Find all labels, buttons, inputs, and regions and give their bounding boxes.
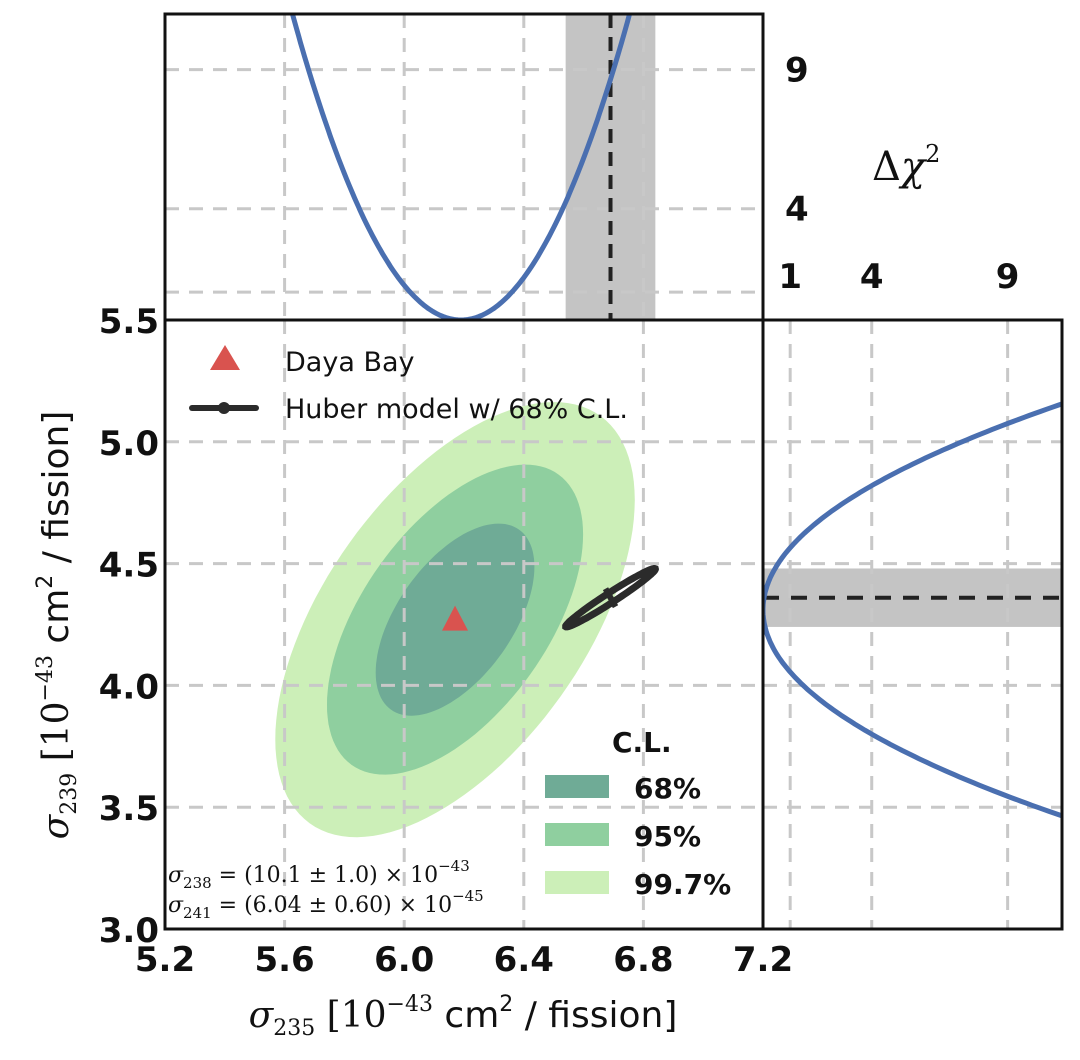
top-tick-label: 4 (785, 190, 809, 230)
y-tick-label: 4.0 (99, 667, 159, 707)
x-axis-label: σ235 [10−43 cm2 / fission] (249, 992, 678, 1041)
main-panel: 5.2 5.6 6.0 6.4 6.8 7.2 3.0 3.5 4.0 4.5 5.0 5.5 Da… (33, 302, 793, 1041)
cl-swatch-68 (545, 775, 609, 798)
model-ellipse-outline (562, 565, 660, 631)
cl-legend-title: C.L. (612, 726, 672, 759)
y-tick-label: 3.0 (99, 911, 159, 951)
annotation-sigma238: σ238 = (10.1 ± 1.0) × 10−43 (168, 857, 470, 892)
y-tick-labels: 3.0 3.5 4.0 4.5 5.0 5.5 (99, 302, 159, 951)
main-grid (165, 320, 763, 929)
x-tick-label: 7.2 (733, 940, 793, 980)
legend-label-huber: Huber model w/ 68% C.L. (285, 394, 628, 425)
right-profile-panel: 1 4 9 (761, 257, 1064, 931)
right-frame (761, 318, 1064, 931)
cl-swatch-95 (545, 823, 609, 846)
x-tick-label: 6.8 (613, 940, 673, 980)
right-tick-labels: 1 4 9 (778, 257, 1019, 297)
daya-bay-best-fit (442, 605, 469, 631)
legend: Daya Bay Huber model w/ 68% C.L. (189, 345, 628, 425)
right-tick-label: 1 (778, 257, 802, 297)
best-fit-triangle-marker (442, 605, 469, 631)
top-chi2-line (289, 14, 633, 320)
y-tick-label: 4.5 (99, 546, 159, 586)
huber-model-ellipse (562, 565, 660, 631)
top-tick-label: 9 (785, 51, 809, 91)
y-tick-label: 3.5 (99, 789, 159, 829)
cl-swatch-997 (545, 871, 609, 894)
x-tick-label: 6.4 (494, 940, 554, 980)
right-tick-label: 4 (860, 257, 884, 297)
right-tick-label: 9 (996, 257, 1020, 297)
x-tick-label: 5.2 (135, 940, 195, 980)
delta-chi2-label: Δχ2 (872, 140, 940, 190)
top-profile-panel: 49 (163, 12, 809, 322)
legend-dot-icon (218, 402, 230, 414)
model-error-bar (602, 587, 619, 609)
x-tick-labels: 5.2 5.6 6.0 6.4 6.8 7.2 (135, 940, 793, 980)
top-chi2-curve (289, 14, 633, 320)
annotation-sigma241: σ241 = (6.04 ± 0.60) × 10−45 (168, 887, 484, 922)
top-tick-labels: 49 (785, 51, 809, 230)
top-grid (165, 14, 763, 320)
legend-label-daya-bay: Daya Bay (285, 347, 415, 378)
y-tick-label: 5.5 (99, 302, 159, 342)
y-tick-label: 5.0 (99, 424, 159, 464)
cl-label-95: 95% (634, 820, 701, 853)
x-tick-label: 5.6 (254, 940, 314, 980)
x-tick-label: 6.0 (374, 940, 434, 980)
cl-label-997: 99.7% (634, 868, 731, 901)
cl-legend: C.L. 68% 95% 99.7% (545, 726, 731, 901)
cl-label-68: 68% (634, 772, 701, 805)
y-axis-label: σ239 [10−43 cm2 / fission] (33, 411, 82, 840)
legend-triangle-icon (210, 345, 240, 370)
top-frame (163, 12, 765, 322)
